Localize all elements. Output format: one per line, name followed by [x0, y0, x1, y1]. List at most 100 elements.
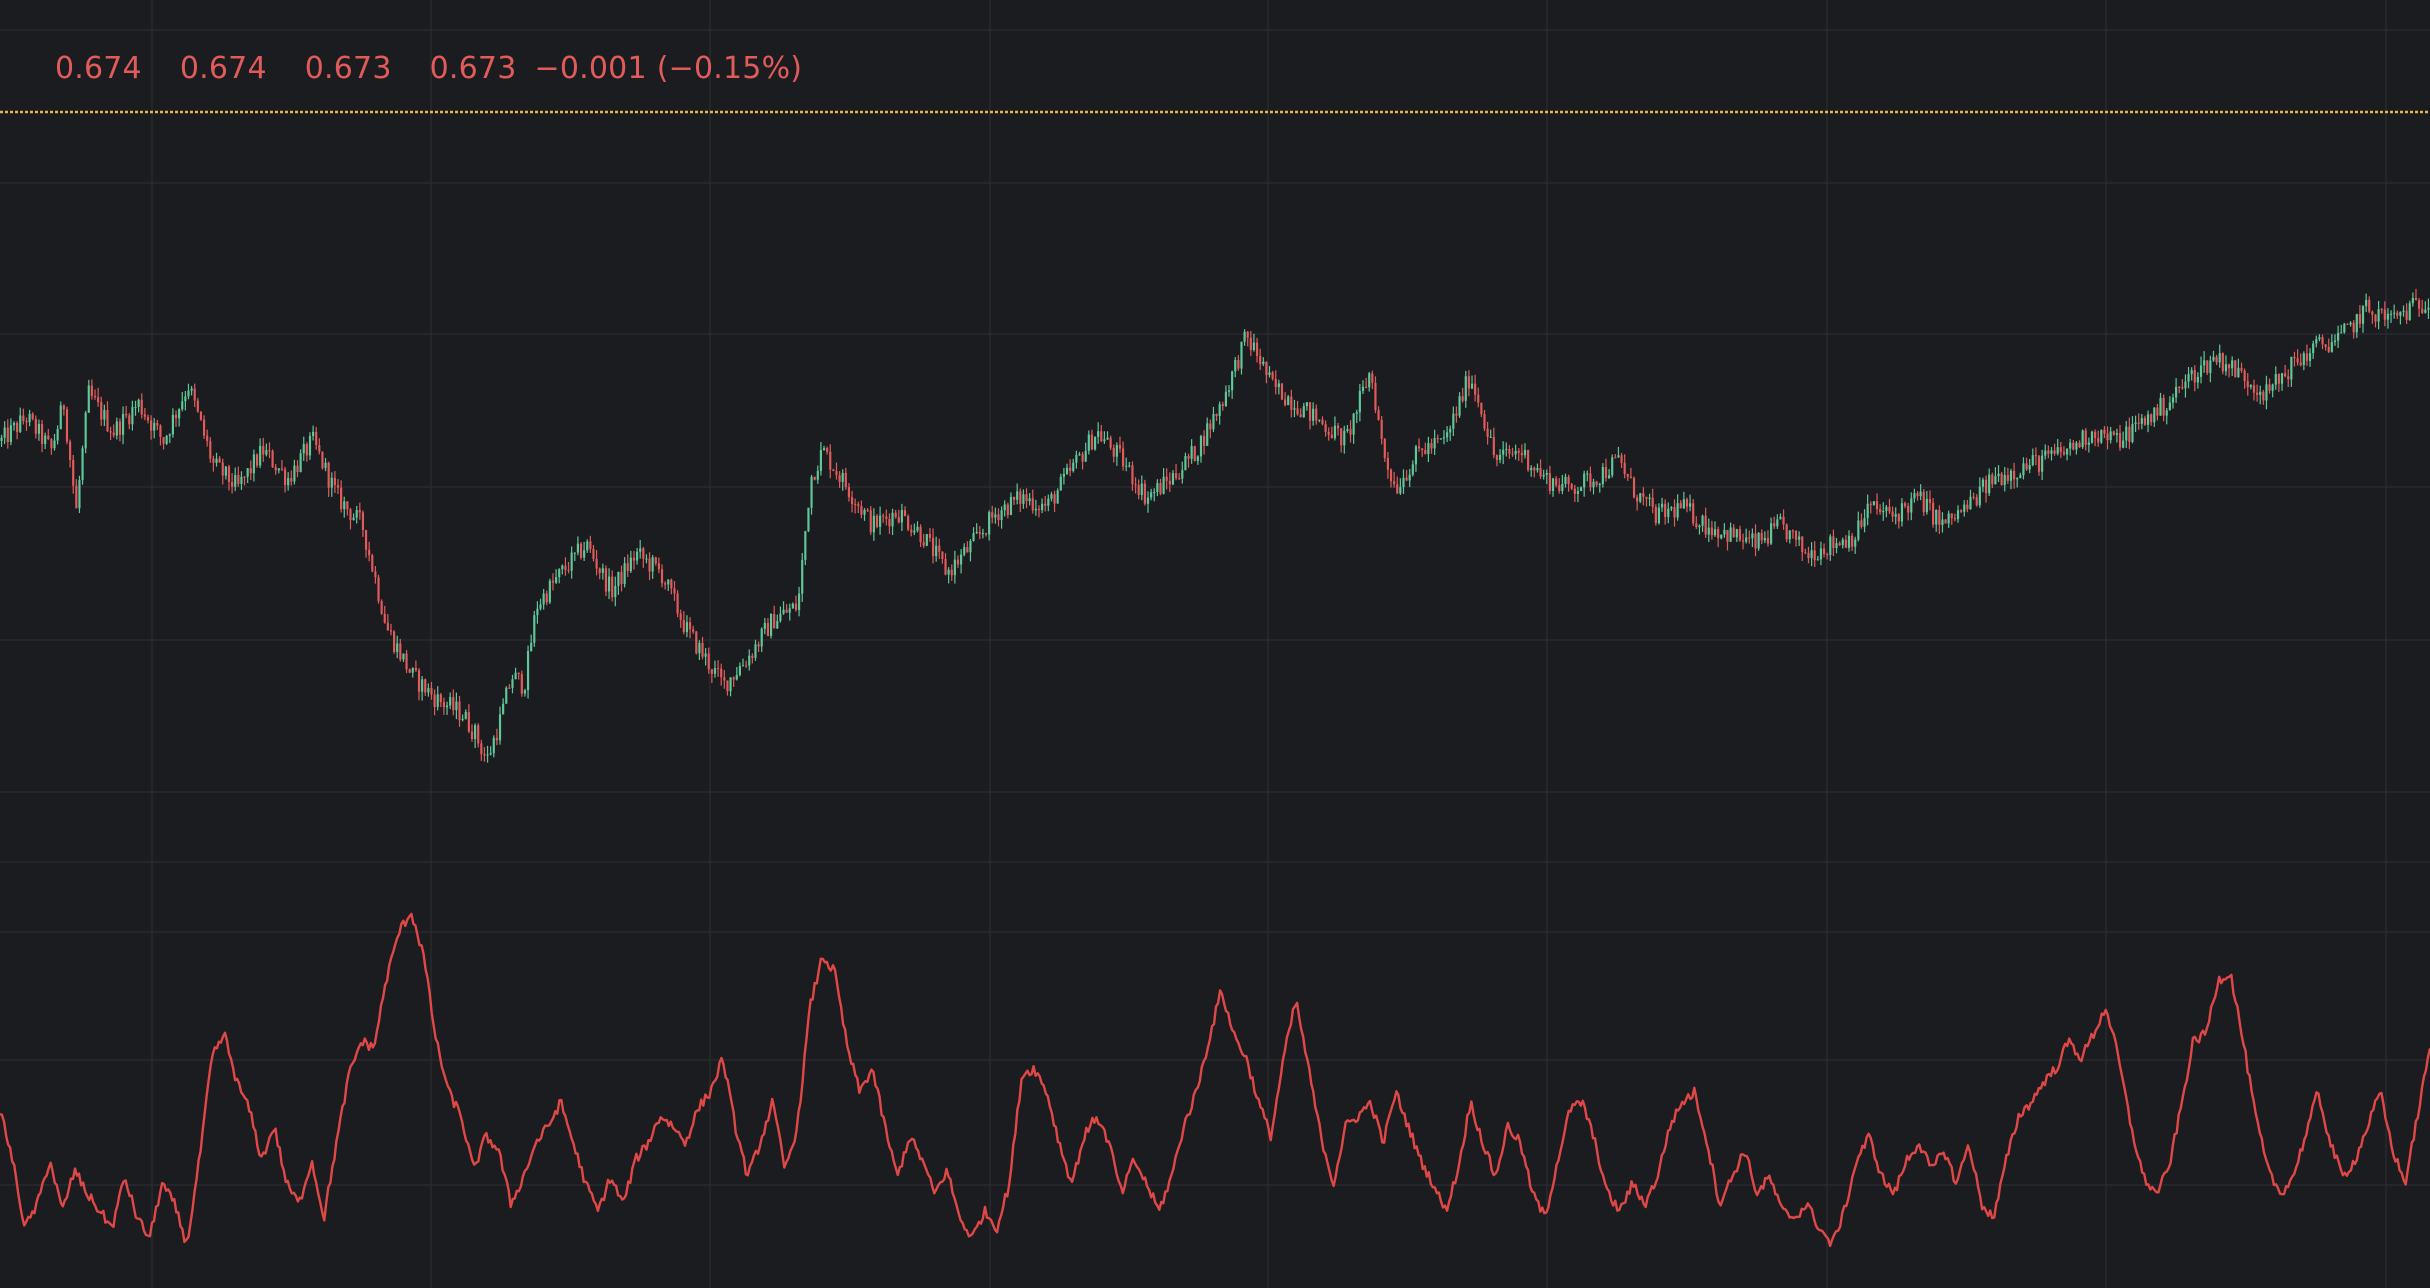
candle [140, 393, 143, 419]
candle [1184, 452, 1187, 471]
candle [343, 496, 346, 518]
candle [1604, 458, 1608, 482]
candle [103, 404, 106, 427]
candle [872, 508, 875, 541]
candle [268, 442, 271, 459]
candle [1417, 438, 1421, 452]
candle [2349, 321, 2352, 327]
candle [785, 604, 788, 613]
candle [81, 445, 84, 485]
candle [2125, 421, 2128, 449]
candle [897, 509, 900, 524]
candle [1162, 468, 1165, 495]
candle [355, 505, 358, 524]
candle [1583, 470, 1586, 497]
candle [1835, 537, 1838, 554]
candle [1308, 401, 1312, 430]
candle [1841, 537, 1844, 549]
candle [1122, 441, 1125, 471]
candle [2361, 305, 2365, 333]
candle [2374, 314, 2377, 328]
candle [1103, 431, 1106, 444]
candle [399, 638, 402, 662]
candle [1255, 337, 1259, 363]
candle [654, 556, 657, 566]
candle [745, 660, 748, 668]
candle [153, 418, 156, 439]
candle [2243, 368, 2246, 389]
candle [648, 552, 651, 581]
candle [960, 549, 963, 574]
candle [1508, 445, 1511, 459]
candle [2081, 429, 2084, 449]
candle [636, 548, 639, 565]
candle [2280, 372, 2284, 391]
candle [1567, 474, 1570, 492]
candle [1227, 384, 1231, 397]
candle [1913, 488, 1916, 503]
candle [922, 533, 925, 548]
candle [299, 449, 302, 473]
candle [1234, 356, 1237, 378]
candle [1053, 490, 1056, 513]
candle [882, 513, 885, 523]
candle [794, 595, 798, 612]
candle [2181, 379, 2184, 390]
candle [2131, 416, 2134, 444]
candle [944, 553, 947, 576]
candle [474, 723, 477, 749]
candle [1969, 489, 1972, 510]
candle [2209, 355, 2212, 383]
candle [732, 676, 735, 687]
candle [424, 678, 427, 696]
candle [583, 541, 586, 561]
candle [1280, 383, 1284, 401]
candle [1352, 412, 1355, 444]
candle [2156, 403, 2159, 421]
candle [1449, 425, 1452, 441]
candle [1595, 480, 1598, 488]
candle [1505, 442, 1508, 457]
candle [1031, 489, 1034, 514]
candle [1128, 461, 1131, 468]
candle [891, 508, 894, 536]
candle [1134, 477, 1137, 494]
candle [1891, 506, 1894, 523]
candle [950, 564, 953, 582]
candle [2418, 298, 2421, 317]
candle [1212, 406, 1215, 433]
candle [231, 473, 234, 494]
candle [1738, 525, 1742, 542]
candle [2162, 394, 2165, 422]
candle [2340, 324, 2343, 334]
candle [1751, 528, 1754, 548]
candle [1832, 529, 1835, 556]
candle [1576, 486, 1580, 503]
candle [212, 455, 215, 472]
candle [2271, 383, 2274, 398]
candle [290, 470, 293, 486]
candle [2009, 468, 2013, 490]
candle [850, 490, 854, 513]
candle [972, 527, 975, 542]
candle [318, 438, 321, 455]
candle [1632, 476, 1636, 499]
candle [688, 617, 692, 639]
candle [1897, 513, 1900, 529]
candle [2240, 362, 2243, 373]
candle [1726, 529, 1729, 551]
candle [829, 444, 832, 479]
candle [2075, 441, 2078, 455]
candle [2402, 305, 2405, 317]
candle [199, 411, 203, 421]
candle [502, 698, 505, 715]
candle [69, 439, 72, 468]
candle [495, 728, 498, 746]
candle [2212, 350, 2215, 362]
candle [1670, 506, 1673, 512]
candle [1374, 376, 1377, 414]
candle [1439, 438, 1442, 440]
